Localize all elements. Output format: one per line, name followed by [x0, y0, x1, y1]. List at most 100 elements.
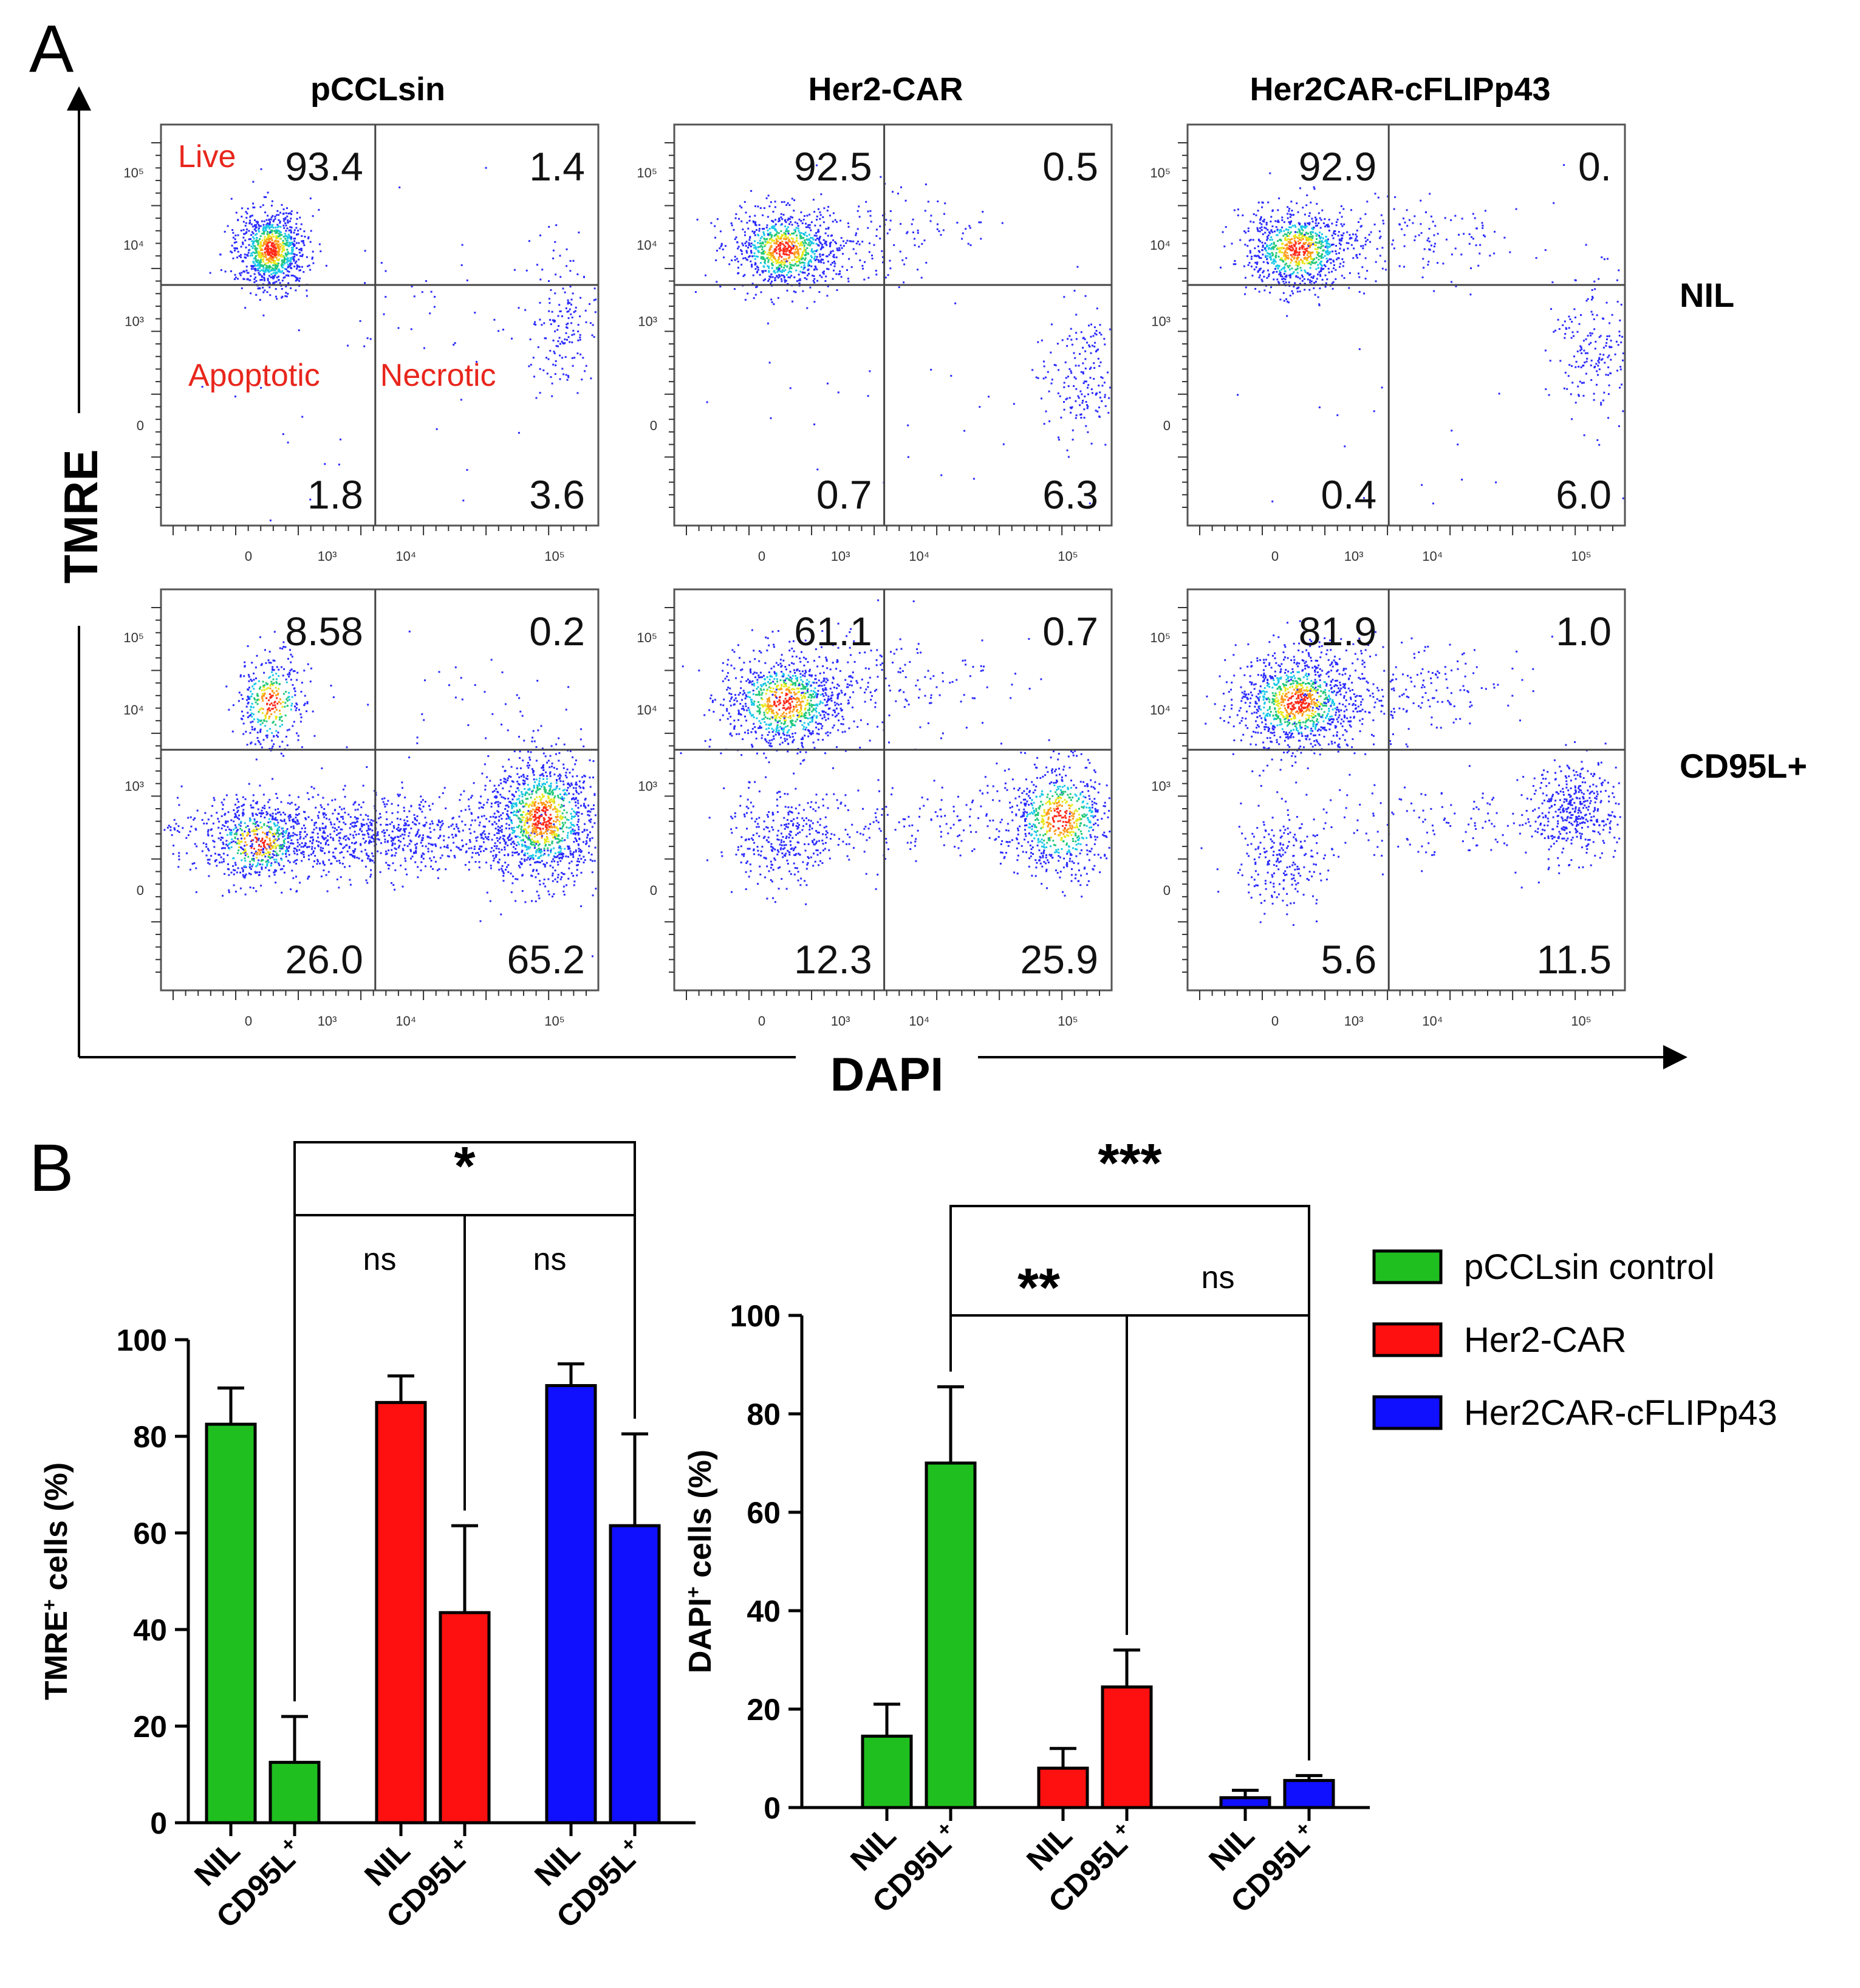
flow-event-dot [784, 261, 786, 264]
flow-event-dot [262, 686, 265, 688]
flow-event-dot [1509, 251, 1511, 253]
flow-event-dot [264, 804, 265, 807]
flow-event-dot [262, 680, 264, 683]
flow-event-dot [1109, 328, 1111, 331]
flow-event-dot [1292, 248, 1294, 250]
flow-event-dot [1338, 242, 1341, 244]
flow-event-dot [270, 218, 272, 221]
flow-event-dot [396, 817, 398, 820]
flow-event-dot [342, 818, 344, 820]
flow-event-dot [1254, 261, 1257, 264]
flow-event-dot [757, 205, 759, 208]
flow-event-dot [251, 726, 253, 728]
flow-event-dot [569, 260, 572, 262]
flow-event-dot [744, 257, 747, 259]
flow-event-dot [1074, 357, 1076, 359]
flow-event-dot [252, 206, 255, 208]
flow-event-dot [381, 831, 383, 833]
flow-event-dot [256, 233, 258, 235]
flow-event-dot [759, 242, 761, 244]
flow-event-dot [889, 228, 891, 231]
flow-event-dot [292, 670, 295, 673]
flow-event-dot [275, 694, 277, 696]
flow-event-dot [178, 831, 180, 833]
flow-event-dot [566, 248, 568, 250]
flow-event-dot [1403, 234, 1406, 236]
x-tick-label: 10⁴ [1422, 549, 1443, 564]
flow-event-dot [1260, 226, 1263, 228]
flow-event-dot [580, 353, 582, 355]
flow-event-dot [1319, 231, 1321, 234]
flow-event-dot [1249, 250, 1251, 252]
flow-event-dot [224, 270, 227, 273]
flow-event-dot [256, 718, 259, 721]
flow-event-dot [1328, 271, 1330, 273]
flow-event-dot [244, 798, 247, 800]
flow-event-dot [250, 679, 252, 680]
flow-event-dot [238, 801, 239, 803]
flow-event-dot [771, 226, 774, 228]
flow-event-dot [740, 249, 742, 252]
flow-event-dot [1571, 321, 1573, 323]
flow-event-dot [267, 279, 269, 281]
flow-event-dot [369, 338, 372, 340]
flow-event-dot [1322, 250, 1324, 252]
flow-event-dot [589, 840, 591, 842]
flow-event-dot [401, 781, 403, 784]
flow-event-dot [511, 851, 514, 854]
flow-event-dot [764, 245, 766, 247]
flow-event-dot [1573, 335, 1575, 337]
flow-event-dot [258, 287, 261, 289]
y-tick-label: 0 [650, 418, 657, 433]
flow-event-dot [1273, 278, 1275, 281]
flow-event-dot [403, 831, 406, 833]
flow-event-dot [255, 279, 258, 282]
flow-event-dot [1362, 247, 1364, 250]
flow-event-dot [282, 276, 285, 279]
flow-event-dot [285, 295, 288, 298]
flow-event-dot [760, 244, 762, 247]
flow-event-dot [262, 693, 264, 695]
flow-event-dot [250, 741, 253, 744]
plot-frame [673, 123, 1113, 527]
flow-event-dot [1331, 283, 1333, 284]
flow-event-dot [1305, 204, 1308, 207]
flow-event-dot [1477, 264, 1480, 267]
flow-event-dot [385, 270, 387, 272]
flow-event-dot [265, 735, 267, 737]
flow-event-dot [239, 824, 242, 827]
flow-event-dot [807, 269, 810, 271]
flow-event-dot [259, 279, 262, 281]
x-tick-label: 0 [758, 549, 765, 564]
flow-event-dot [1104, 405, 1107, 407]
flow-event-dot [255, 234, 257, 236]
flow-event-dot [1290, 258, 1292, 261]
flow-event-dot [1082, 337, 1085, 339]
flow-event-dot [852, 240, 855, 242]
flow-event-dot [801, 271, 804, 273]
flow-event-dot [269, 294, 272, 296]
flow-event-dot [1274, 260, 1276, 262]
flow-event-dot [1471, 236, 1472, 238]
flow-event-dot [796, 261, 799, 262]
flow-event-dot [410, 857, 412, 860]
flow-event-dot [1475, 227, 1478, 230]
flow-event-dot [371, 829, 374, 832]
flow-event-dot [298, 249, 301, 251]
flow-event-dot [275, 256, 277, 258]
flow-event-dot [308, 846, 310, 848]
flow-event-dot [207, 818, 210, 821]
flow-event-dot [778, 269, 780, 271]
flow-event-dot [1082, 362, 1084, 365]
flow-event-dot [273, 230, 276, 232]
flow-event-dot [781, 280, 783, 283]
flow-event-dot [746, 252, 748, 254]
flow-event-dot [375, 821, 378, 824]
flow-event-dot [1328, 246, 1330, 249]
flow-event-dot [780, 230, 782, 232]
flow-event-dot [899, 250, 901, 253]
flow-event-dot [301, 240, 303, 242]
flow-event-dot [539, 368, 541, 370]
flow-event-dot [281, 251, 283, 253]
flow-event-dot [1579, 345, 1582, 348]
